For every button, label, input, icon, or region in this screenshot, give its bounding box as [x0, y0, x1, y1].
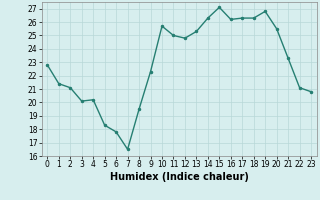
- X-axis label: Humidex (Indice chaleur): Humidex (Indice chaleur): [110, 172, 249, 182]
